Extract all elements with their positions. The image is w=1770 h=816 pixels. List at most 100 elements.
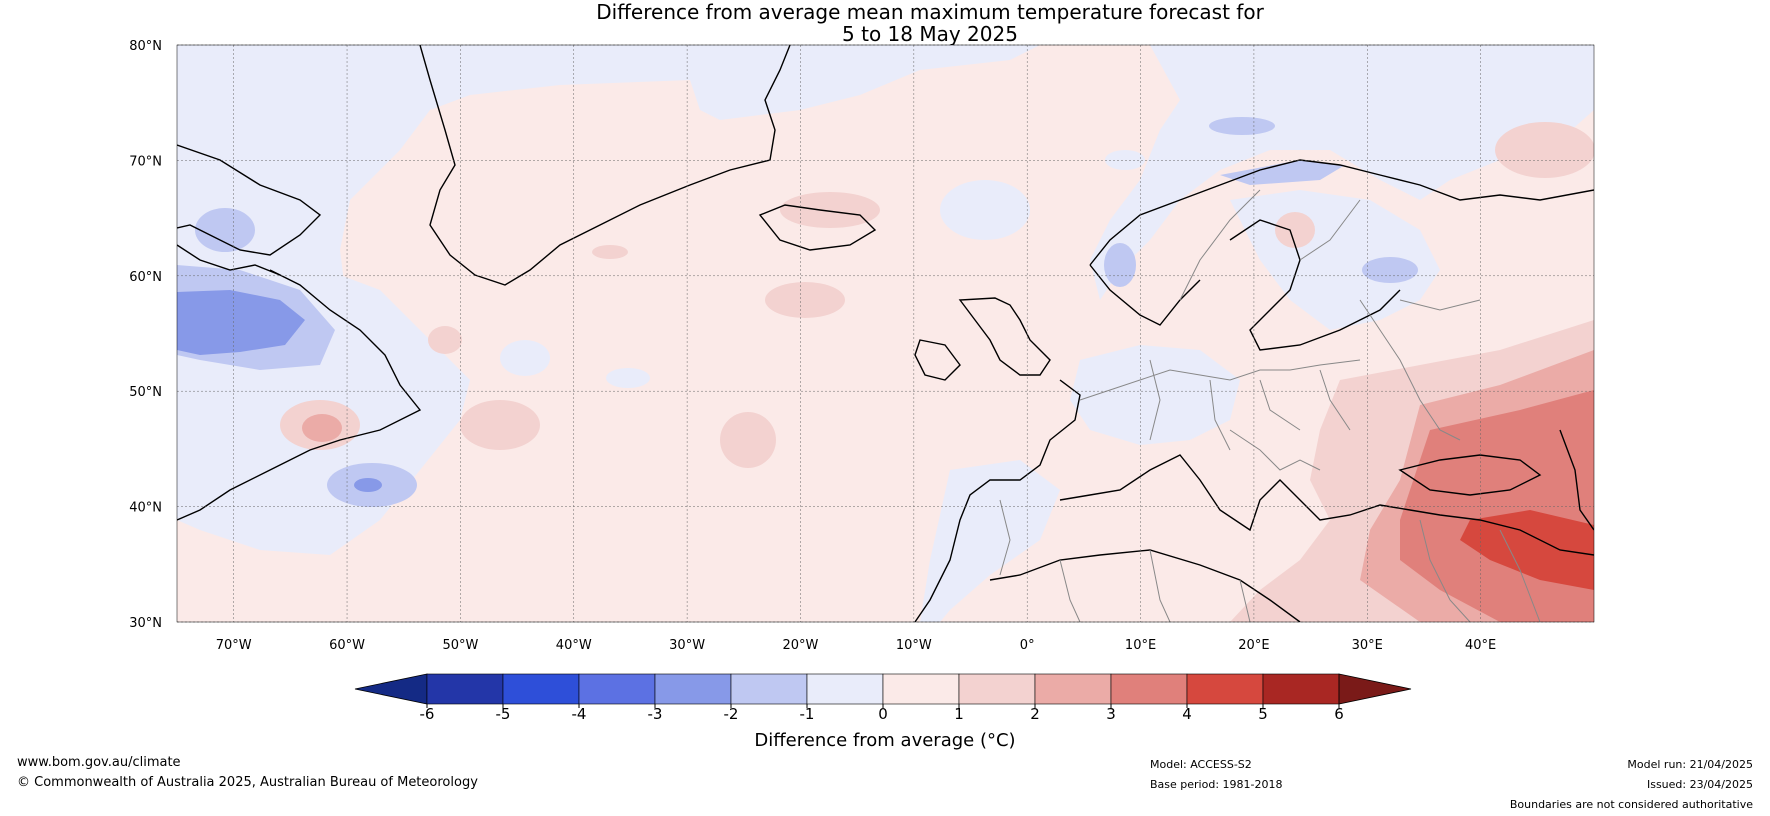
latitude-label: 70°N [129, 154, 162, 169]
latitude-label: 40°N [129, 501, 162, 516]
colorbar-swatch [882, 673, 960, 705]
colorbar-swatch [654, 673, 732, 705]
anomaly-region-labrador-very-cold [177, 290, 305, 355]
anomaly-region-gulf-st-lawrence-hot [302, 414, 342, 442]
anomaly-region-atlantic-cool-small [500, 340, 550, 376]
anomaly-region-norwegian-sea-cool [940, 180, 1030, 240]
colorbar-label: Difference from average (°C) [754, 730, 1015, 751]
colorbar [354, 673, 1412, 705]
colorbar-swatch [730, 673, 808, 705]
latitude-labels: 80°N 70°N 60°N 50°N 40°N 30°N [129, 39, 162, 631]
colorbar-tick-label: 1 [954, 705, 964, 723]
longitude-label: 50°W [442, 638, 478, 653]
anomaly-region-svalbard-cool [1105, 150, 1145, 170]
anomaly-region-finland-cold [1362, 257, 1418, 283]
anomaly-region-svalbard-cold [1209, 117, 1275, 135]
europe-west-coastline [914, 379, 1081, 622]
anomaly-region-atlantic-cool-spot [606, 368, 650, 388]
longitude-label: 30°W [669, 638, 705, 653]
latitude-label: 60°N [129, 270, 162, 285]
border-east-europe [1359, 299, 1481, 441]
anomaly-region-iceland-warm [780, 192, 880, 228]
latitude-label: 80°N [129, 39, 162, 54]
hudson-bay-coastline [177, 244, 281, 276]
colorbar-extend-high [1338, 673, 1412, 705]
map-title-line-2: 5 to 18 May 2025 [842, 22, 1018, 46]
anomaly-region-barents-warm [1495, 122, 1594, 178]
colorbar-extend-low [354, 673, 428, 705]
country-borders [999, 189, 1541, 622]
anomaly-region-atlantic-warm-1 [765, 282, 845, 318]
scandinavia-coastline [1089, 159, 1594, 266]
anomaly-region-barents-cold [1220, 160, 1345, 185]
colorbar-tick-label: -4 [572, 705, 587, 723]
labrador-coastline [177, 269, 422, 521]
longitude-label: 0° [1020, 638, 1035, 653]
baltic-coastline [1229, 219, 1401, 351]
footer-copyright: © Commonwealth of Australia 2025, Austra… [17, 775, 478, 790]
longitude-label: 40°E [1465, 638, 1496, 653]
longitude-label: 10°E [1125, 638, 1156, 653]
anomaly-region-norway-cold [1104, 243, 1136, 287]
colorbar-swatch [426, 673, 504, 705]
colorbar-tick-label: 2 [1030, 705, 1040, 723]
colorbar-tick-label: -5 [496, 705, 511, 723]
footer-base-period: Base period: 1981-2018 [1150, 778, 1283, 791]
anomaly-region-iberia-cool [920, 460, 1060, 622]
colorbar-tick-labels: -6 -5 -4 -3 -2 -1 0 1 2 3 4 5 6 [420, 704, 1344, 723]
colorbar-tick-label: 3 [1106, 705, 1116, 723]
colorbar-swatch [1186, 673, 1264, 705]
footer-model-run: Model run: 21/04/2025 [1627, 758, 1753, 771]
colorbar-swatch [502, 673, 580, 705]
colorbar-tick-label: 5 [1258, 705, 1268, 723]
latitude-label: 30°N [129, 616, 162, 631]
colorbar-swatch [578, 673, 656, 705]
border-central-europe [1079, 359, 1361, 451]
border-scandinavia [1179, 189, 1361, 301]
anomaly-field [177, 45, 1594, 622]
footer-boundaries: Boundaries are not considered authoritat… [1509, 798, 1753, 811]
black-sea-coastline [1398, 454, 1542, 496]
colorbar-tick-label: 6 [1334, 705, 1344, 723]
border-north-africa [1059, 549, 1251, 622]
longitude-labels: 70°W 60°W 50°W 40°W 30°W 20°W 10°W 0° 10°E 20°E 30… [216, 638, 1497, 653]
footer-model: Model: ACCESS-S2 [1150, 758, 1252, 771]
anomaly-region-europe-cool [1070, 345, 1240, 445]
longitude-label: 20°E [1238, 638, 1269, 653]
colorbar-swatch [1110, 673, 1188, 705]
colorbar-tick-label: -6 [420, 705, 435, 723]
anomaly-region-sweden-warm [1275, 212, 1315, 248]
longitude-label: 10°W [896, 638, 932, 653]
colorbar-swatch [958, 673, 1036, 705]
colorbar-tick-label: -2 [724, 705, 739, 723]
anomaly-region-atlantic-warm-3 [428, 326, 462, 354]
anomaly-region-iraq-extreme [1460, 510, 1594, 590]
iceland-coastline [758, 204, 877, 251]
longitude-label: 70°W [216, 638, 252, 653]
footer-issued: Issued: 23/04/2025 [1646, 778, 1753, 791]
anomaly-region-nova-scotia-very-cold [354, 478, 382, 492]
norway-south-coastline [1089, 264, 1201, 326]
colorbar-swatch [806, 673, 884, 705]
anomaly-region-azores-warm [720, 412, 776, 468]
colorbar-swatch [1262, 673, 1340, 705]
latitude-label: 50°N [129, 385, 162, 400]
caspian-coastline [1559, 429, 1594, 531]
colorbar-tick-label: 4 [1182, 705, 1192, 723]
border-balkans [1229, 429, 1321, 471]
longitude-label: 40°W [556, 638, 592, 653]
colorbar-tick-label: 0 [878, 705, 888, 723]
british-isles-coastline [914, 297, 1051, 381]
greenland-coastline [419, 45, 791, 286]
longitude-label: 20°W [783, 638, 819, 653]
coastlines [177, 45, 1594, 622]
mediterranean-north-coastline [1059, 454, 1594, 556]
longitude-label: 30°E [1352, 638, 1383, 653]
anomaly-region-atlantic-warm-4 [592, 245, 628, 259]
map-title-line-1: Difference from average mean maximum tem… [596, 0, 1264, 24]
canada-arctic-coastline [177, 144, 322, 256]
map-frame [176, 44, 1595, 623]
footer-url[interactable]: www.bom.gov.au/climate [17, 755, 181, 770]
colorbar-swatch [1034, 673, 1112, 705]
